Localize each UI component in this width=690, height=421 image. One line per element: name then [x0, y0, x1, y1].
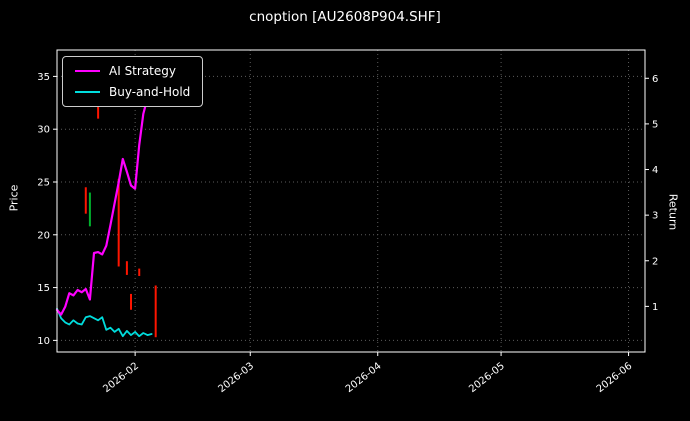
- ai-strategy-line: [55, 73, 153, 316]
- tick-label: 2026-02: [101, 361, 141, 395]
- tick-label: 5: [652, 119, 658, 130]
- tick-label: 2: [652, 256, 658, 267]
- tick-label: 2026-05: [467, 361, 507, 395]
- tick-label: 1: [652, 302, 658, 313]
- tick-label: 6: [652, 74, 658, 85]
- tick-label: 35: [37, 72, 50, 83]
- tick-label: 10: [37, 336, 50, 347]
- tick-label: 25: [37, 177, 50, 188]
- candlesticks: [84, 105, 157, 338]
- legend-item-buy-and-hold: Buy-and-Hold: [75, 85, 190, 99]
- axis-ticks: [53, 75, 649, 356]
- legend-item-ai-strategy: AI Strategy: [75, 64, 190, 78]
- legend-label-buy-and-hold: Buy-and-Hold: [109, 85, 191, 99]
- tick-label: 15: [37, 283, 50, 294]
- buy-and-hold-line-swatch: [75, 91, 100, 93]
- tick-label: 3: [652, 211, 658, 222]
- chart-title: cnoption [AU2608P904.SHF]: [249, 9, 441, 25]
- legend-label-ai-strategy: AI Strategy: [109, 64, 176, 78]
- ai-strategy-line-swatch: [75, 70, 100, 72]
- legend: AI Strategy Buy-and-Hold: [62, 56, 204, 107]
- tick-label: 2026-04: [344, 361, 384, 395]
- tick-label: 20: [37, 230, 50, 241]
- buy-and-hold-line: [56, 307, 153, 338]
- y-axis-label-return: Return: [666, 193, 680, 231]
- tick-label: 2026-03: [216, 361, 256, 395]
- tick-label: 30: [37, 125, 50, 136]
- tick-label: 2026-06: [595, 361, 635, 395]
- plot-frame: [56, 49, 646, 353]
- y-axis-label-price: Price: [7, 184, 21, 212]
- tick-label: 4: [652, 165, 658, 176]
